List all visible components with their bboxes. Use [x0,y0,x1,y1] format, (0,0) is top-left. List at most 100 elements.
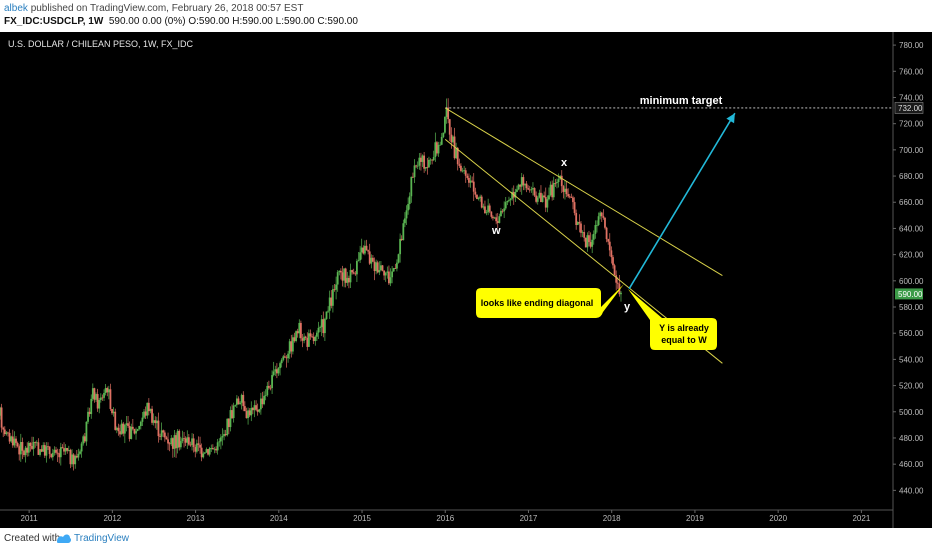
candle-body [139,421,142,427]
candle-body [23,450,25,456]
candle-body [469,180,472,183]
candle-body [498,216,501,223]
candle-body [496,221,499,223]
candle-body [218,441,221,443]
candle-body [227,418,230,428]
candle-body [133,428,136,434]
candle-body [125,423,128,425]
candle-body [400,238,403,241]
candle-body [304,336,307,338]
candle-body [584,237,587,248]
candle-body [275,369,278,374]
candle-body [269,387,272,389]
channel-line-upper [444,107,723,277]
candle-body [500,210,502,217]
y-tick-label: 480.00 [899,434,924,443]
candle-body [397,254,400,263]
candle-body [101,397,104,399]
price-axis[interactable] [893,32,932,528]
candle-body [224,433,227,436]
candle-body [112,411,115,414]
candle-body [288,341,291,354]
candle-body [87,411,89,422]
callout-y-equal-w-line2: equal to W [661,335,707,345]
x-tick-label: 2021 [852,514,870,523]
y-tick-label: 500.00 [899,408,924,417]
candle-body [59,447,62,458]
candle-body [557,179,560,183]
candle-body [95,394,97,400]
candle-body [364,245,366,254]
candle-body [460,165,462,171]
price-chart[interactable]: U.S. DOLLAR / CHILEAN PESO, 1W, FX_IDC 7… [0,32,932,528]
candle-body [428,159,430,168]
candle-body [0,407,3,428]
candle-body [346,277,349,283]
candle-body [170,438,173,445]
candle-body [77,453,80,458]
candle-body [67,449,70,451]
candle-body [362,247,365,254]
candle-body [48,446,51,455]
candle-body [298,322,301,334]
candle-body [504,202,507,209]
x-axis-ticks: 2011 2012 2013 2014 2015 2016 2017 2018 2019 2020… [21,510,871,523]
candle-body [203,452,206,454]
candle-body [258,409,261,412]
tradingview-brand-link[interactable]: TradingView [74,533,130,544]
created-with-text: Created with [4,533,61,544]
candle-body [386,271,389,273]
candle-body [2,427,5,430]
candle-body [295,331,297,341]
candle-body [248,410,251,416]
candle-body [479,196,482,199]
candle-body [107,389,110,393]
candle-body [154,420,157,424]
candle-body [168,443,171,445]
candle-body [250,407,253,416]
candle-body [99,397,102,401]
candle-body [359,252,362,261]
candle-body [572,197,574,203]
y-tick-label: 740.00 [899,93,924,102]
candle-body [215,448,217,451]
candle-body [135,430,137,434]
candle-body [412,176,414,178]
candle-body [455,147,458,159]
candle-body [560,175,563,187]
candle-body [575,212,578,225]
candle-body [50,454,53,458]
candle-body [322,319,325,334]
candle-body [463,170,466,172]
candle-body [211,447,214,450]
candle-body [421,155,424,162]
candle-body [136,429,139,431]
author-link[interactable]: albek [4,3,28,14]
x-tick-label: 2011 [21,514,39,523]
candle-body [535,195,538,202]
candle-body [373,261,376,272]
candle-body [301,338,304,341]
candle-body [544,197,547,208]
candle-body [352,272,355,274]
candle-body [452,136,454,143]
candle-body [53,449,56,453]
candle-body [532,188,534,190]
candle-body [591,239,594,247]
candle-body [7,432,9,434]
candle-body [232,405,235,419]
candle-body [341,272,344,281]
candle-body [83,436,86,442]
y-tick-label: 700.00 [899,146,924,155]
candle-body [612,257,614,266]
candle-body [610,250,613,258]
candle-body [58,453,61,458]
candle-body [315,332,318,337]
candle-body [319,327,321,328]
candle-body [562,186,565,192]
candle-body [519,184,522,187]
candle-body [413,165,416,178]
candle-body [237,398,240,405]
candle-body [548,195,550,200]
y-tick-label: 580.00 [899,303,924,312]
